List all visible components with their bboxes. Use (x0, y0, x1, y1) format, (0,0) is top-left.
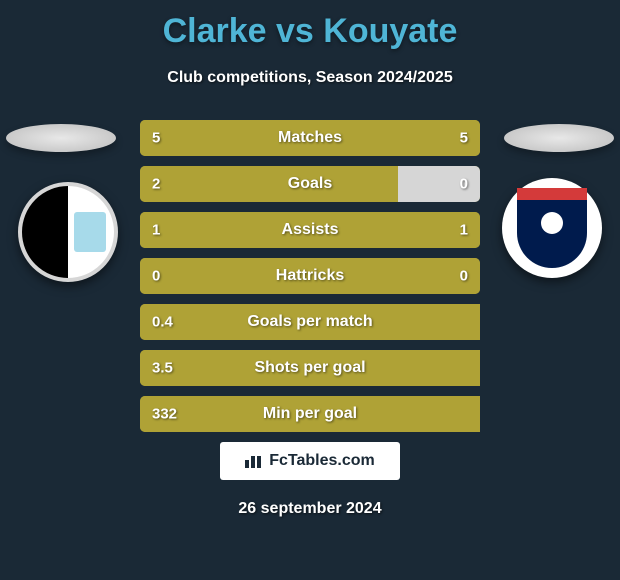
club-badge-right-shield (517, 188, 587, 268)
stat-label: Hattricks (276, 267, 344, 285)
stat-value-left: 2 (152, 176, 160, 193)
stat-value-left: 0.4 (152, 314, 173, 331)
stat-bars-container: Matches55Goals20Assists11Hattricks00Goal… (140, 120, 480, 442)
player-shadow-left (6, 124, 116, 152)
stat-label: Matches (278, 129, 342, 147)
stat-value-left: 332 (152, 406, 177, 423)
brand-logo[interactable]: FcTables.com (220, 442, 400, 480)
stat-row: Hattricks 0 0 (140, 258, 480, 294)
stat-label: Assists (282, 221, 339, 239)
stat-row: Matches 5 5 (140, 120, 480, 156)
stat-value-left: 1 (152, 222, 160, 239)
infographic-date: 26 september 2024 (238, 500, 381, 518)
stat-value-left: 3.5 (152, 360, 173, 377)
stat-row: Goals 2 0 (140, 166, 480, 202)
stat-row: Min per goal 332 (140, 396, 480, 432)
stat-label: Goals per match (247, 313, 372, 331)
stat-bar-left-fill (140, 166, 398, 202)
stat-label: Shots per goal (254, 359, 365, 377)
stat-value-right: 5 (460, 130, 468, 147)
club-badge-left (18, 182, 118, 282)
subtitle: Club competitions, Season 2024/2025 (0, 69, 620, 87)
stat-value-left: 5 (152, 130, 160, 147)
stat-row: Goals per match 0.4 (140, 304, 480, 340)
stat-row: Shots per goal 3.5 (140, 350, 480, 386)
stat-label: Min per goal (263, 405, 357, 423)
player-shadow-right (504, 124, 614, 152)
stat-row: Assists 1 1 (140, 212, 480, 248)
bar-chart-icon (245, 454, 263, 468)
page-title: Clarke vs Kouyate (0, 0, 620, 51)
stat-label: Goals (288, 175, 332, 193)
stat-value-left: 0 (152, 268, 160, 285)
stat-value-right: 0 (460, 176, 468, 193)
club-badge-right (502, 178, 602, 278)
brand-text: FcTables.com (269, 452, 375, 470)
stat-value-right: 0 (460, 268, 468, 285)
stat-value-right: 1 (460, 222, 468, 239)
